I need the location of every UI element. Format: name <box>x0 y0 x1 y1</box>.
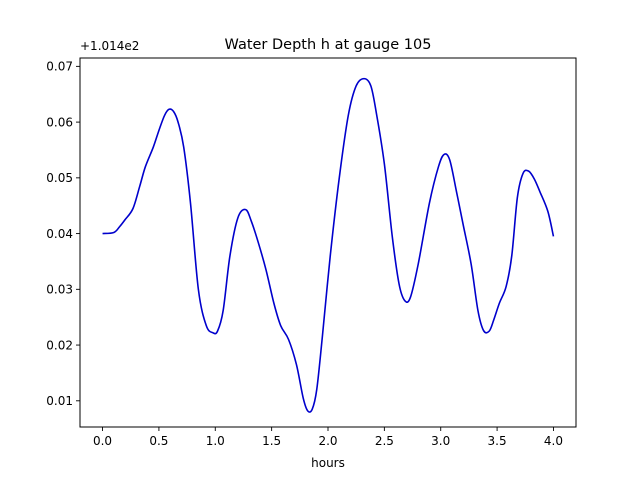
x-tick-label: 4.0 <box>544 434 563 448</box>
y-axis: 0.01 0.02 0.03 0.04 0.05 0.06 0.07 <box>46 60 80 408</box>
x-tick-label: 2.5 <box>375 434 394 448</box>
chart-title: Water Depth h at gauge 105 <box>225 37 432 53</box>
x-tick-label: 3.5 <box>488 434 507 448</box>
y-tick-label: 0.01 <box>46 394 73 408</box>
y-tick-label: 0.02 <box>46 338 73 352</box>
x-tick-label: 2.0 <box>318 434 337 448</box>
x-axis-label: hours <box>311 456 345 470</box>
x-tick-label: 1.5 <box>262 434 281 448</box>
x-tick-label: 3.0 <box>431 434 450 448</box>
y-tick-label: 0.06 <box>46 115 73 129</box>
y-tick-label: 0.05 <box>46 171 73 185</box>
x-tick-label: 0.0 <box>93 434 112 448</box>
x-tick-label: 1.0 <box>206 434 225 448</box>
y-offset-label: +1.014e2 <box>80 39 139 53</box>
x-axis: 0.0 0.5 1.0 1.5 2.0 2.5 3.0 3.5 4.0 <box>93 427 563 448</box>
x-tick-label: 0.5 <box>149 434 168 448</box>
y-tick-label: 0.07 <box>46 60 73 74</box>
y-tick-label: 0.04 <box>46 227 73 241</box>
y-tick-label: 0.03 <box>46 283 73 297</box>
series-line <box>102 77 555 413</box>
